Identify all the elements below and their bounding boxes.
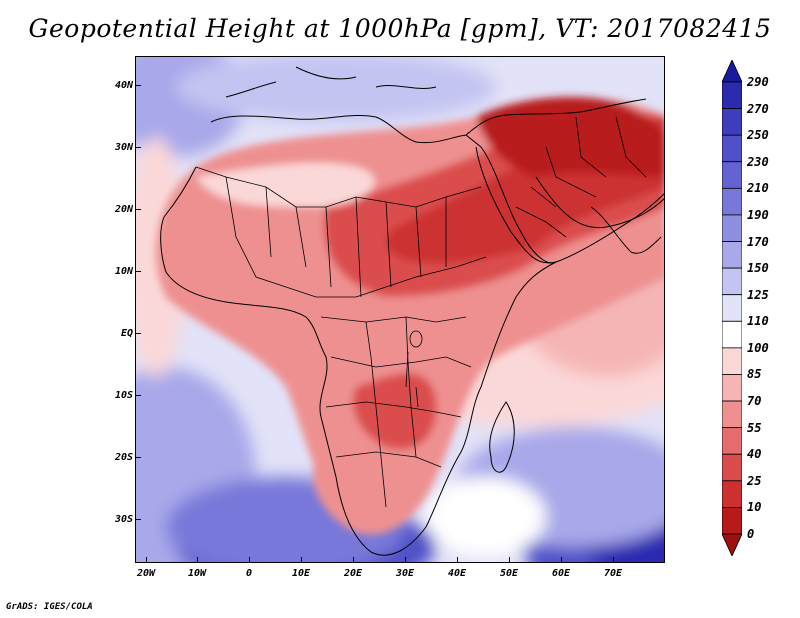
colorbar-segment <box>722 241 742 269</box>
colorbar-label: 100 <box>747 340 769 355</box>
lat-label-30s: 30S <box>114 514 133 525</box>
lat-tick <box>135 333 141 334</box>
colorbar-segment <box>722 214 742 242</box>
colorbar-label: 10 <box>747 500 762 515</box>
colorbar-segment <box>722 161 742 189</box>
colorbar-label: 150 <box>747 261 769 276</box>
colorbar-label: 190 <box>747 207 769 222</box>
colorbar-segment <box>722 374 742 402</box>
colorbar-segment <box>722 453 742 482</box>
lat-tick <box>135 209 141 210</box>
colorbar-label: 170 <box>747 234 769 249</box>
colorbar-label: 230 <box>747 154 769 169</box>
colorbar-segment <box>722 60 742 83</box>
lat-label-10n: 10N <box>114 266 133 277</box>
colorbar-segment <box>722 400 742 429</box>
colorbar-segment <box>722 294 742 322</box>
colorbar-segment <box>722 533 742 556</box>
map-panel <box>135 56 665 563</box>
lat-label-eq: EQ <box>120 328 133 339</box>
lon-tick <box>146 557 147 563</box>
colorbar-segment <box>722 187 742 216</box>
colorbar-label: 110 <box>747 314 769 329</box>
lat-label-20s: 20S <box>114 452 133 463</box>
colorbar-segment <box>722 480 742 508</box>
coastlines <box>160 66 664 556</box>
colorbar-label: 25 <box>747 473 762 488</box>
colorbar-segment <box>722 320 742 349</box>
colorbar-label: 70 <box>747 394 762 409</box>
lat-tick <box>135 395 141 396</box>
colorbar-segment <box>722 427 742 455</box>
colorbar-segment <box>722 134 742 163</box>
colorbar-label: 55 <box>747 420 762 435</box>
lon-label-30e: 30E <box>395 568 415 579</box>
colorbar-segment <box>722 81 742 109</box>
colorbar-label: 85 <box>747 367 762 382</box>
colorbar-label: 40 <box>747 447 762 462</box>
land-field-blobs <box>156 97 664 535</box>
lon-label-0: 0 <box>245 568 253 579</box>
lon-label-10w: 10W <box>187 568 207 579</box>
lat-label-20n: 20N <box>114 204 133 215</box>
lon-label-70e: 70E <box>603 568 623 579</box>
lon-label-40e: 40E <box>447 568 467 579</box>
lon-tick <box>613 557 614 563</box>
colorbar-label: 270 <box>747 101 769 116</box>
country-borders <box>195 116 647 508</box>
colorbar-segment <box>722 267 742 296</box>
lon-tick <box>457 557 458 563</box>
lon-label-10e: 10E <box>291 568 311 579</box>
colorbar-label: 290 <box>747 75 769 89</box>
lat-label-40n: 40N <box>114 80 133 91</box>
lon-tick <box>405 557 406 563</box>
lon-tick <box>353 557 354 563</box>
lon-tick <box>509 557 510 563</box>
lat-label-10s: 10S <box>114 390 133 401</box>
colorbar-label: 125 <box>747 287 769 302</box>
colorbar-label: 0 <box>747 527 755 541</box>
lakes <box>405 330 423 408</box>
chart-title: Geopotential Height at 1000hPa [gpm], VT… <box>28 14 772 43</box>
lat-label-30n: 30N <box>114 142 133 153</box>
lon-label-20w: 20W <box>136 568 156 579</box>
colorbar-segment <box>722 108 742 136</box>
colorbar-segments <box>722 60 742 556</box>
lon-tick <box>197 557 198 563</box>
lon-tick <box>561 557 562 563</box>
lon-label-50e: 50E <box>499 568 519 579</box>
colorbar <box>722 60 742 556</box>
lat-tick <box>135 271 141 272</box>
lon-tick <box>301 557 302 563</box>
grads-credit: GrADS: IGES/COLA <box>6 602 93 612</box>
colorbar-segment <box>722 347 742 375</box>
colorbar-segment <box>722 507 742 535</box>
lat-tick <box>135 85 141 86</box>
lon-tick <box>249 557 250 563</box>
lat-tick <box>135 147 141 148</box>
lat-tick <box>135 457 141 458</box>
lon-label-60e: 60E <box>551 568 571 579</box>
lat-tick <box>135 519 141 520</box>
lon-label-20e: 20E <box>343 568 363 579</box>
colorbar-label: 210 <box>747 181 769 196</box>
colorbar-label: 250 <box>747 128 769 143</box>
geopotential-field-map <box>136 57 664 562</box>
